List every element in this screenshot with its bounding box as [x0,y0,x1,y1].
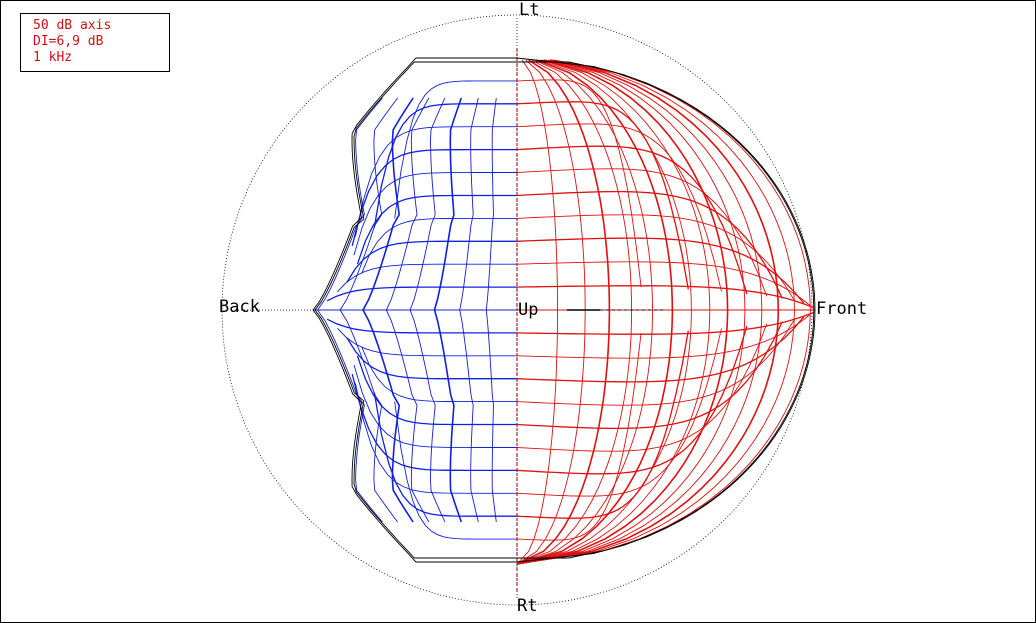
back-latitude-line [337,263,517,293]
front-meridian-line [516,59,674,565]
front-latitude-line [516,323,768,452]
front-latitude-line [516,321,783,430]
back-meridian-line [485,97,497,523]
front-latitude-line [516,190,783,299]
front-latitude-line [516,123,722,292]
directivity-index-text: DI=6,9 dB [33,34,104,49]
front-meridian-line [516,59,811,565]
axis-range-text: 50 dB axis [33,18,112,33]
back-latitude-line [353,172,517,256]
back-meridian-line [316,97,383,523]
front-meridian-line [516,59,746,565]
back-latitude-line [337,327,517,357]
back-latitude-line [361,217,517,274]
label-rt: Rt [517,596,537,616]
front-latitude-line [516,214,795,302]
back-meridian-line [459,97,479,523]
front-latitude-line [516,237,805,304]
front-meridian-line [516,59,558,565]
back-meridian-line [339,97,398,523]
front-latitude-line [516,330,689,519]
front-latitude-line [516,311,815,335]
back-latitude-line [346,337,517,380]
back-latitude-line [356,355,517,426]
front-meridian-line [516,59,611,565]
front-latitude-line [516,332,642,541]
front-latitude-line [516,101,689,290]
back-latitude-line [394,401,517,540]
back-latitude-line [351,373,517,472]
back-latitude-line [354,126,517,237]
front-latitude-line [516,316,805,383]
back-latitude-line [356,194,517,265]
balloon-contour [312,57,816,563]
front-latitude-line [516,318,795,406]
info-box: 50 dB axis DI=6,9 dB 1 kHz [20,13,170,72]
back-latitude-line [373,392,517,517]
balloon-mesh [313,48,815,592]
back-latitude-line [326,286,517,302]
balloon-contour [314,61,815,559]
back-latitude-line [361,346,517,403]
back-meridian-line [362,97,414,523]
front-latitude-line [516,261,811,306]
front-meridian-line [516,59,729,565]
back-latitude-line [353,364,517,448]
back-latitude-line [394,80,517,219]
front-meridian-line [516,59,780,565]
frequency-text: 1 kHz [33,50,73,65]
back-latitude-line [351,148,517,247]
front-meridian-line [516,59,633,565]
label-up: Up [518,300,538,320]
front-latitude-line [516,168,768,297]
front-meridian-line [516,59,763,565]
front-latitude-line [516,314,811,359]
front-meridian-line [516,59,586,565]
front-meridian-line [516,59,795,565]
front-meridian-line [516,59,653,565]
front-latitude-line [516,79,642,288]
back-latitude-line [373,103,517,228]
back-meridian-line [409,97,446,523]
label-front: Front [816,299,867,319]
back-latitude-line [326,318,517,334]
front-latitude-line [516,325,748,475]
front-latitude-line [516,145,748,295]
back-latitude-line [346,240,517,283]
back-latitude-line [354,383,517,494]
front-latitude-line [516,328,722,497]
balloon-outline [312,57,816,563]
back-meridian-line [433,97,463,523]
label-back: Back [219,297,260,317]
front-meridian-line [516,59,692,565]
front-meridian-line [516,59,711,565]
back-meridian-line [385,97,430,523]
label-lt: Lt [519,0,539,20]
front-latitude-line [516,285,815,309]
